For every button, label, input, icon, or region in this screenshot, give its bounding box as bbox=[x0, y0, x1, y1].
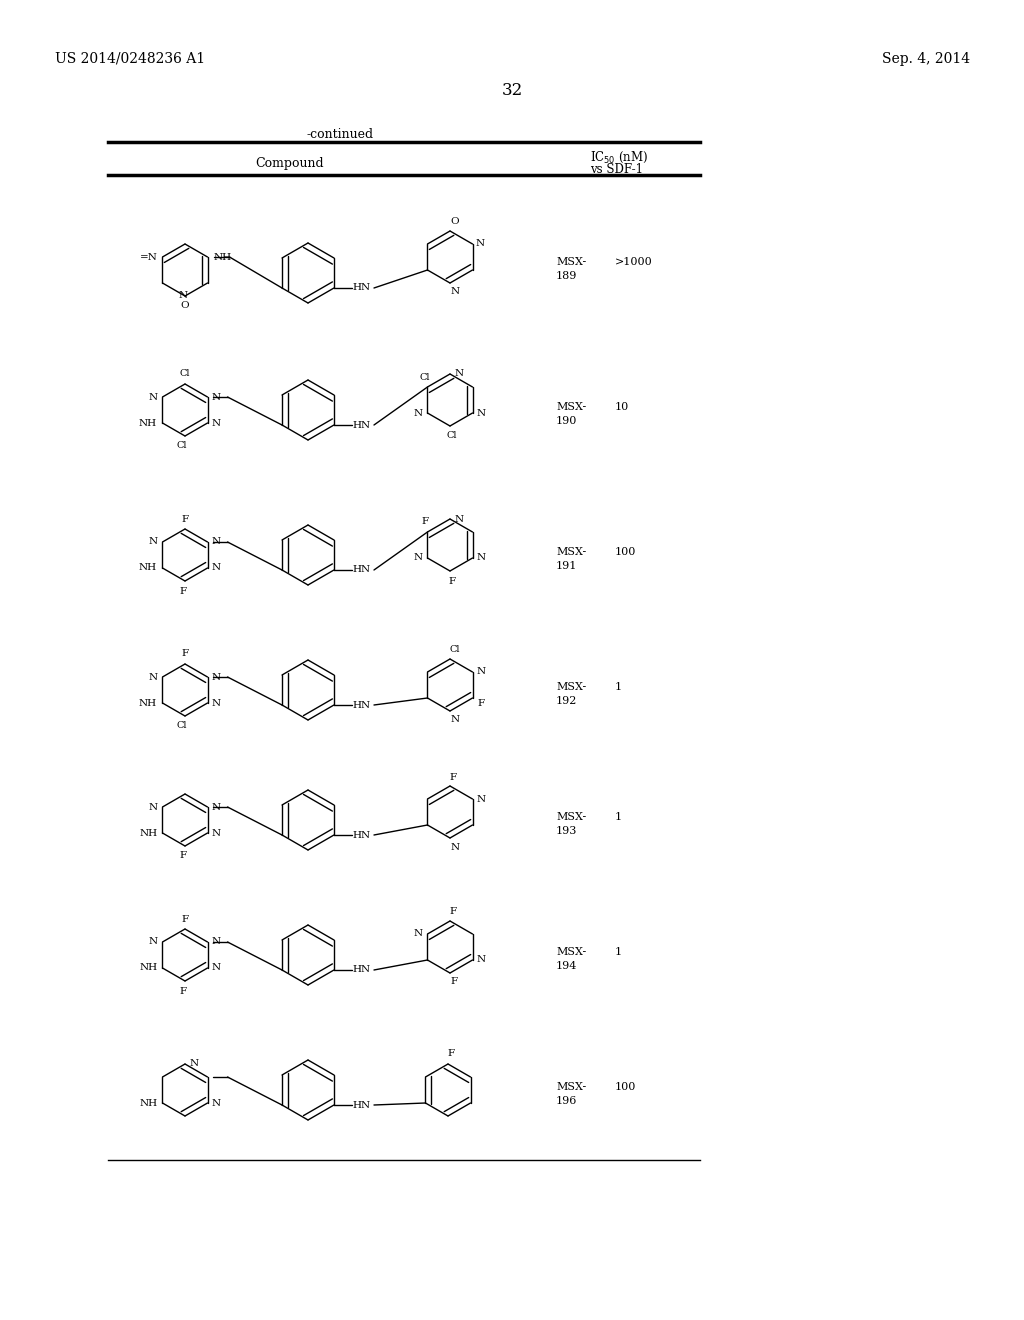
Text: Cl: Cl bbox=[177, 722, 187, 730]
Text: N: N bbox=[414, 408, 423, 417]
Text: F: F bbox=[449, 577, 456, 586]
Text: NH: NH bbox=[213, 252, 231, 261]
Text: N: N bbox=[148, 672, 158, 681]
Text: F: F bbox=[181, 515, 188, 524]
Text: 100: 100 bbox=[615, 1082, 636, 1092]
Text: N: N bbox=[212, 937, 221, 946]
Text: F: F bbox=[450, 772, 457, 781]
Text: Cl: Cl bbox=[446, 432, 458, 441]
Text: HN: HN bbox=[353, 284, 371, 293]
Text: N: N bbox=[455, 515, 464, 524]
Text: Compound: Compound bbox=[256, 157, 325, 170]
Text: MSX-: MSX- bbox=[556, 257, 587, 267]
Text: F: F bbox=[451, 978, 458, 986]
Text: NH: NH bbox=[139, 829, 158, 837]
Text: MSX-: MSX- bbox=[556, 546, 587, 557]
Text: F: F bbox=[179, 586, 186, 595]
Text: F: F bbox=[422, 517, 429, 527]
Text: vs SDF-1: vs SDF-1 bbox=[590, 162, 643, 176]
Text: Cl: Cl bbox=[419, 372, 430, 381]
Text: 1: 1 bbox=[615, 946, 623, 957]
Text: N: N bbox=[212, 829, 221, 837]
Text: O: O bbox=[451, 218, 460, 227]
Text: N: N bbox=[455, 370, 464, 379]
Text: 10: 10 bbox=[615, 403, 630, 412]
Text: 194: 194 bbox=[556, 961, 578, 972]
Text: N: N bbox=[212, 672, 221, 681]
Text: F: F bbox=[179, 851, 186, 861]
Text: NH: NH bbox=[138, 698, 157, 708]
Text: Cl: Cl bbox=[180, 370, 190, 379]
Text: HN: HN bbox=[353, 830, 371, 840]
Text: NH: NH bbox=[139, 964, 158, 973]
Text: N: N bbox=[212, 564, 221, 573]
Text: F: F bbox=[450, 908, 457, 916]
Text: F: F bbox=[181, 915, 188, 924]
Text: N: N bbox=[477, 408, 486, 417]
Text: MSX-: MSX- bbox=[556, 682, 587, 692]
Text: N: N bbox=[477, 668, 486, 676]
Text: 189: 189 bbox=[556, 271, 578, 281]
Text: N: N bbox=[477, 956, 486, 965]
Text: -continued: -continued bbox=[306, 128, 374, 141]
Text: HN: HN bbox=[353, 421, 371, 429]
Text: US 2014/0248236 A1: US 2014/0248236 A1 bbox=[55, 51, 205, 66]
Text: N: N bbox=[212, 698, 221, 708]
Text: 190: 190 bbox=[556, 416, 578, 426]
Text: 192: 192 bbox=[556, 696, 578, 706]
Text: MSX-: MSX- bbox=[556, 946, 587, 957]
Text: MSX-: MSX- bbox=[556, 403, 587, 412]
Text: N: N bbox=[212, 418, 221, 428]
Text: N: N bbox=[212, 537, 221, 546]
Text: 100: 100 bbox=[615, 546, 636, 557]
Text: N: N bbox=[477, 795, 486, 804]
Text: N: N bbox=[451, 715, 460, 725]
Text: O: O bbox=[180, 301, 189, 310]
Text: N: N bbox=[212, 1098, 221, 1107]
Text: 32: 32 bbox=[502, 82, 522, 99]
Text: NH: NH bbox=[139, 1098, 158, 1107]
Text: IC$_{50}$ (nM): IC$_{50}$ (nM) bbox=[590, 150, 648, 165]
Text: HN: HN bbox=[353, 565, 371, 574]
Text: 196: 196 bbox=[556, 1096, 578, 1106]
Text: 191: 191 bbox=[556, 561, 578, 572]
Text: N: N bbox=[451, 288, 460, 297]
Text: MSX-: MSX- bbox=[556, 812, 587, 822]
Text: N: N bbox=[189, 1060, 199, 1068]
Text: NH: NH bbox=[138, 564, 157, 573]
Text: F: F bbox=[181, 649, 188, 659]
Text: HN: HN bbox=[353, 701, 371, 710]
Text: =N: =N bbox=[139, 252, 158, 261]
Text: N: N bbox=[414, 553, 423, 562]
Text: N: N bbox=[212, 803, 221, 812]
Text: MSX-: MSX- bbox=[556, 1082, 587, 1092]
Text: Cl: Cl bbox=[177, 441, 187, 450]
Text: N: N bbox=[451, 842, 460, 851]
Text: F: F bbox=[179, 986, 186, 995]
Text: N: N bbox=[148, 392, 158, 401]
Text: N: N bbox=[477, 553, 486, 562]
Text: NH: NH bbox=[138, 418, 157, 428]
Text: N: N bbox=[476, 239, 485, 248]
Text: N: N bbox=[148, 537, 158, 546]
Text: 193: 193 bbox=[556, 826, 578, 836]
Text: 1: 1 bbox=[615, 812, 623, 822]
Text: N: N bbox=[212, 392, 221, 401]
Text: N: N bbox=[148, 803, 158, 812]
Text: Sep. 4, 2014: Sep. 4, 2014 bbox=[882, 51, 970, 66]
Text: N: N bbox=[414, 929, 423, 939]
Text: Cl: Cl bbox=[450, 645, 460, 655]
Text: N: N bbox=[148, 937, 158, 946]
Text: F: F bbox=[447, 1049, 455, 1059]
Text: 1: 1 bbox=[615, 682, 623, 692]
Text: HN: HN bbox=[353, 965, 371, 974]
Text: N: N bbox=[178, 290, 187, 300]
Text: F: F bbox=[478, 698, 485, 708]
Text: >1000: >1000 bbox=[615, 257, 652, 267]
Text: N: N bbox=[212, 964, 221, 973]
Text: HN: HN bbox=[353, 1101, 371, 1110]
